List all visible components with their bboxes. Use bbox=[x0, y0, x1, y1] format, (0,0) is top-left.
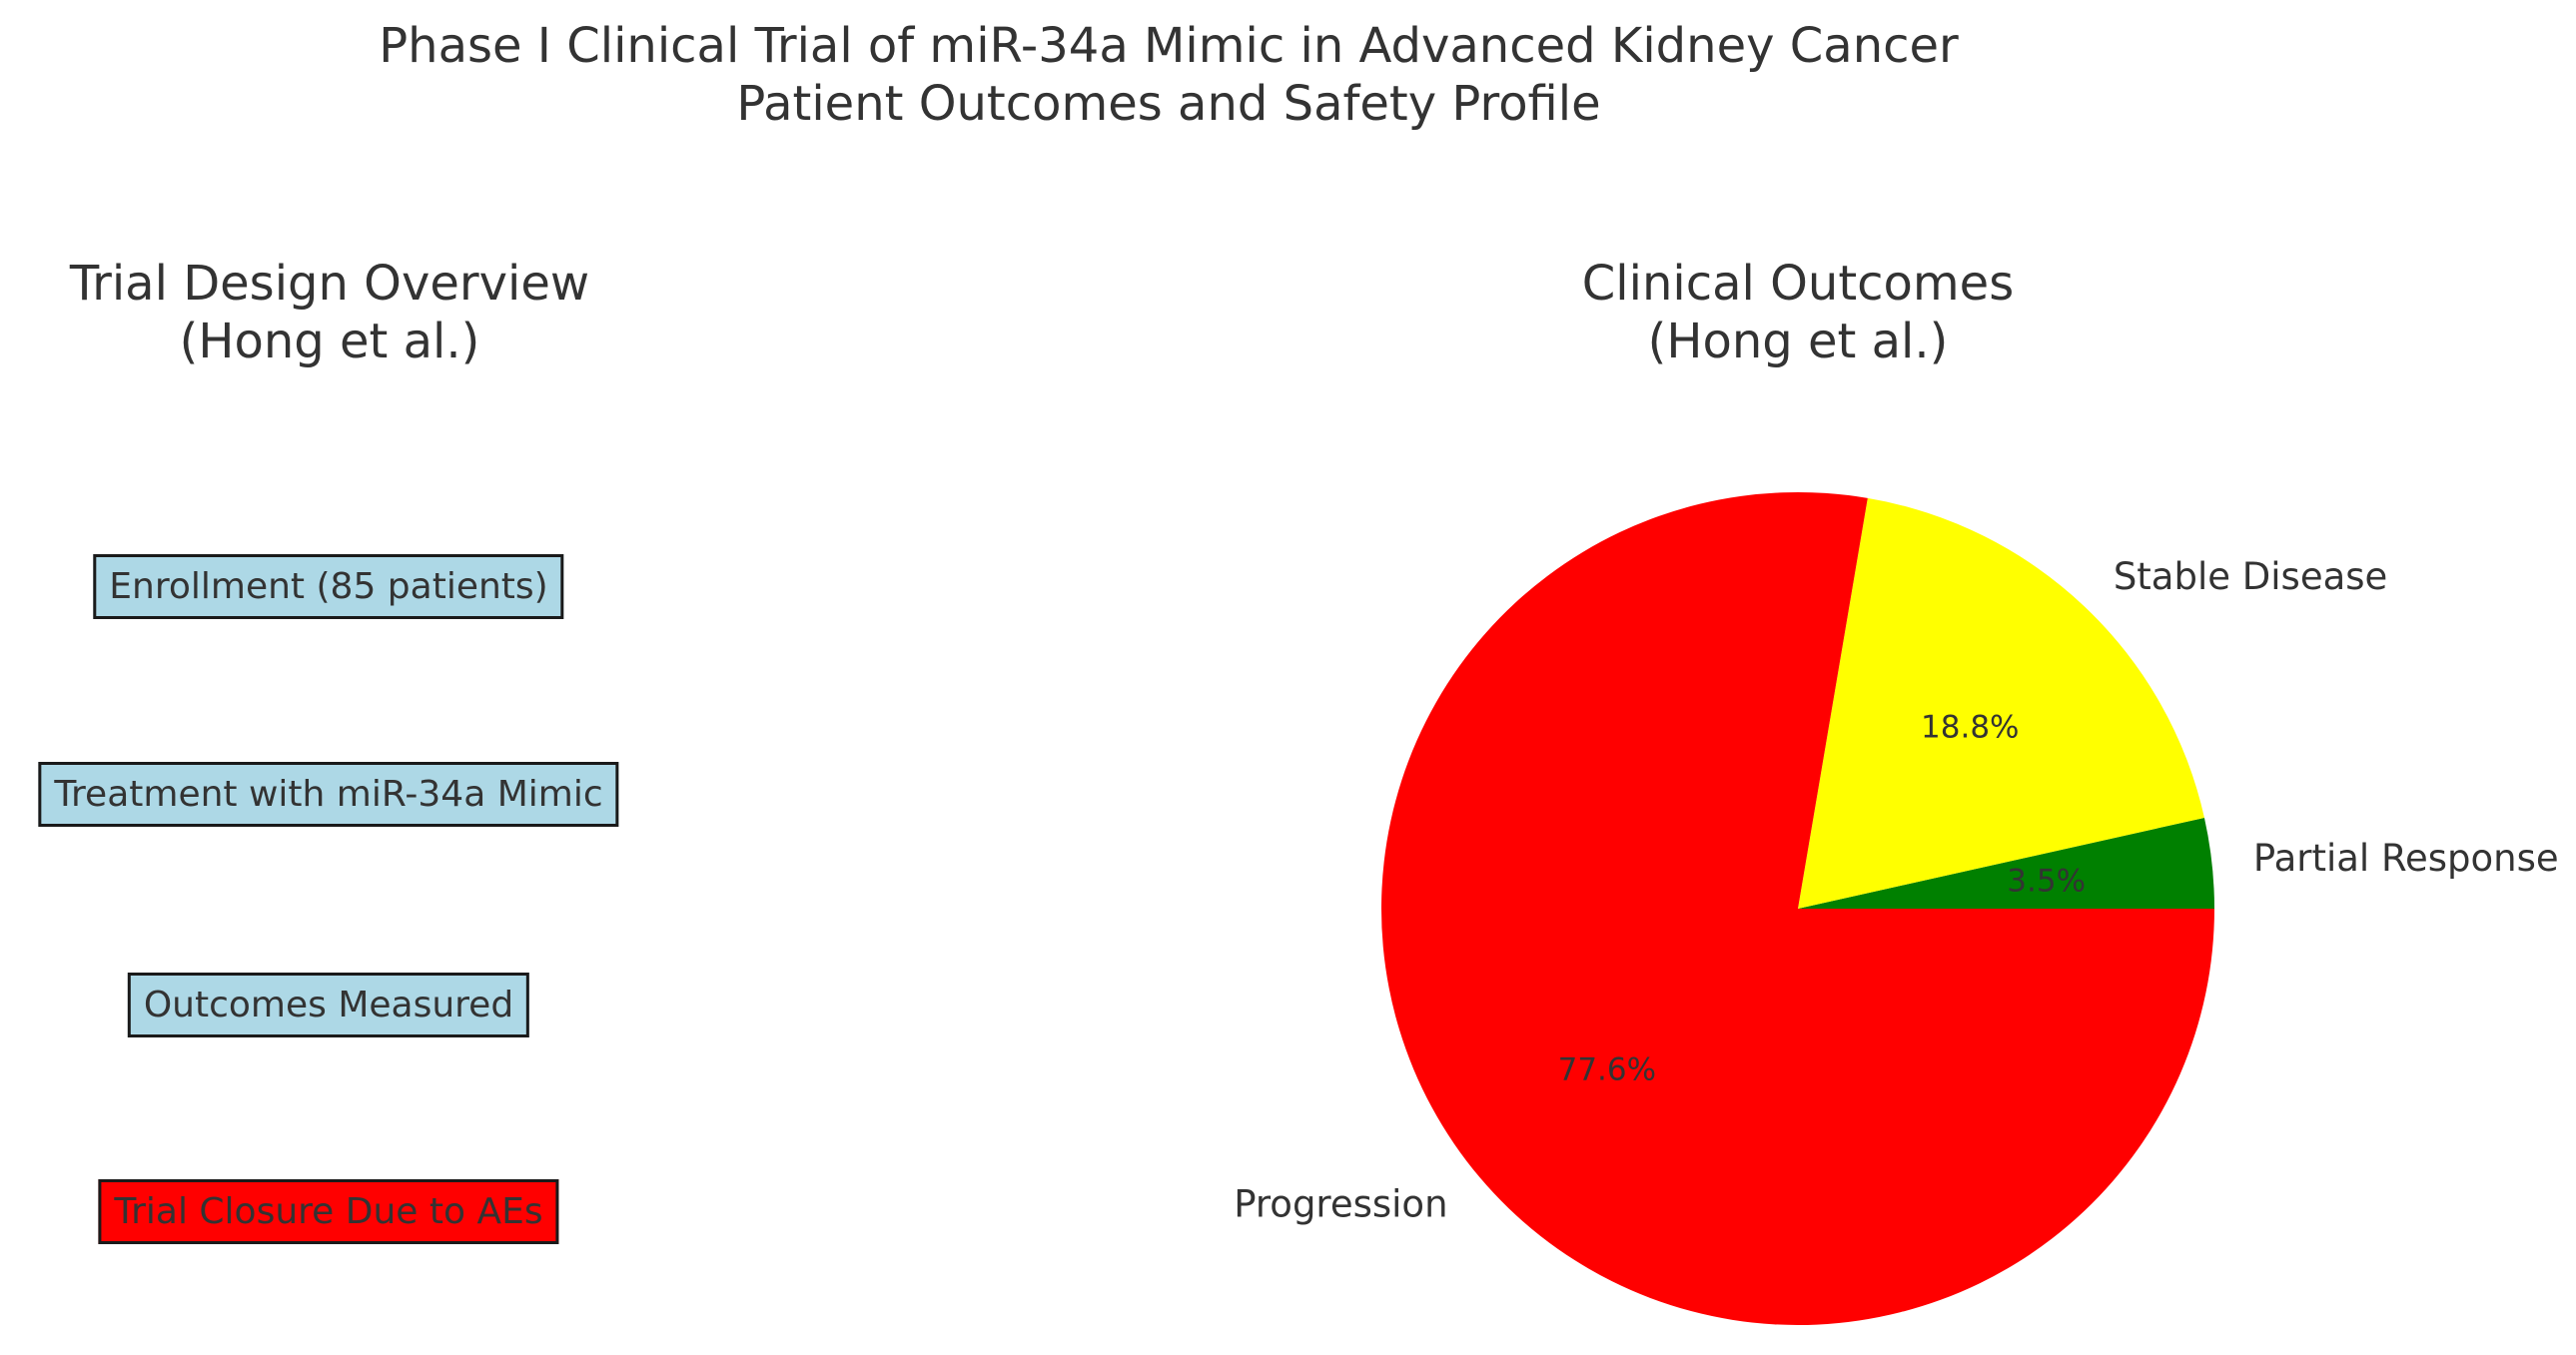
figure-title: Phase I Clinical Trial of miR-34a Mimic … bbox=[379, 18, 1959, 133]
pie-label-stable-disease: Stable Disease bbox=[2114, 555, 2387, 598]
flow-box-outcomes-measured: Outcomes Measured bbox=[127, 973, 530, 1038]
figure-title-line2: Patient Outcomes and Safety Profile bbox=[736, 75, 1601, 132]
pie-slice-partial-response bbox=[1798, 817, 2214, 909]
flow-box-enrollment: Enrollment (85 patients) bbox=[93, 554, 564, 620]
pie-slice-stable-disease bbox=[1798, 497, 2204, 909]
pie-title: Clinical Outcomes (Hong et al.) bbox=[1582, 256, 2014, 370]
pie-pct-stable-disease: 18.8% bbox=[1921, 710, 2019, 746]
pie-slice-progression bbox=[1381, 492, 2214, 1326]
flow-box-treatment: Treatment with miR-34a Mimic bbox=[38, 762, 619, 828]
flowchart-title-line2: (Hong et al.) bbox=[179, 313, 480, 369]
flow-box-trial-closure: Trial Closure Due to AEs bbox=[98, 1179, 559, 1245]
flowchart-title: Trial Design Overview (Hong et al.) bbox=[70, 256, 589, 370]
pie-label-partial-response: Partial Response bbox=[2253, 837, 2559, 880]
pie-pct-progression: 77.6% bbox=[1558, 1051, 1656, 1087]
pie-label-progression: Progression bbox=[1234, 1182, 1447, 1225]
pie-title-line1: Clinical Outcomes bbox=[1581, 256, 2015, 312]
flowchart-title-line1: Trial Design Overview bbox=[69, 256, 590, 312]
pie-title-line2: (Hong et al.) bbox=[1647, 313, 1949, 369]
pie-pct-partial-response: 3.5% bbox=[2007, 864, 2086, 900]
figure-title-line1: Phase I Clinical Trial of miR-34a Mimic … bbox=[379, 18, 1959, 74]
